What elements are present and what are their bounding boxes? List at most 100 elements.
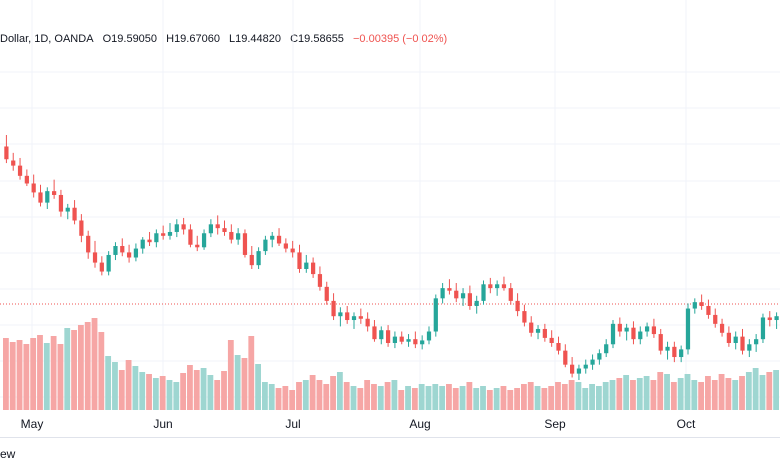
candle-body <box>79 220 84 236</box>
volume-bar <box>316 380 323 410</box>
volume-bar <box>732 380 739 410</box>
candle-body <box>583 364 588 369</box>
candle-body <box>385 330 391 343</box>
volume-bar <box>759 375 766 410</box>
volume-bar <box>350 386 357 410</box>
candle-body <box>236 233 241 240</box>
candle-body <box>699 302 704 306</box>
candle-body <box>372 326 377 340</box>
candle-body <box>460 293 466 299</box>
high-value: 19.67060 <box>174 33 220 45</box>
legend: Dollar, 1D, OANDA O19.59050 H19.67060 L1… <box>0 33 453 45</box>
volume-bar <box>139 372 146 410</box>
volume-bar <box>30 338 37 410</box>
candle-body <box>351 316 357 321</box>
volume-bar <box>241 358 248 410</box>
volume-bar <box>684 374 691 410</box>
candle-body <box>290 248 295 253</box>
candle-body <box>774 316 779 321</box>
symbol-label[interactable]: Dollar, 1D, OANDA <box>0 33 94 45</box>
volume-bar <box>439 386 446 410</box>
candle-body <box>747 344 752 351</box>
candle-body <box>672 346 677 358</box>
volume-bar <box>289 390 296 410</box>
candle-body <box>174 224 179 232</box>
volume-bar <box>262 382 268 410</box>
volume-bar <box>486 390 493 410</box>
candle-body <box>679 349 684 358</box>
candle-body <box>167 231 173 236</box>
candle-body <box>651 326 657 335</box>
candle-body <box>120 246 125 253</box>
x-tick-label: Oct <box>677 417 696 431</box>
volume-bar <box>521 384 527 410</box>
candle-body <box>644 326 650 332</box>
candle-body <box>685 308 691 350</box>
volume-bar <box>180 373 187 410</box>
candle-body <box>617 323 622 332</box>
volume-bar <box>227 340 234 410</box>
footer-text[interactable]: ew <box>0 447 16 461</box>
candle-body <box>297 252 302 269</box>
volume-bar <box>214 380 221 410</box>
volume-bar <box>159 376 166 410</box>
candle-body <box>767 317 772 321</box>
candle-body <box>495 284 500 289</box>
volume-bar <box>84 322 91 410</box>
candle-body <box>242 233 248 255</box>
candle-body <box>86 235 91 253</box>
candle-body <box>45 191 50 203</box>
volume-bar <box>43 343 50 410</box>
volume-bar <box>296 382 302 410</box>
volume-bar <box>773 370 779 410</box>
candle-body <box>263 239 268 252</box>
volume-bar <box>691 380 698 410</box>
candle-body <box>556 342 561 351</box>
candle-body <box>358 316 363 319</box>
candle-body <box>713 314 718 324</box>
candle-body <box>474 300 479 306</box>
volume-bar <box>718 374 725 410</box>
volume-bar <box>173 382 180 410</box>
volume-bar <box>302 380 309 410</box>
candle-body <box>726 332 731 343</box>
volume-bar <box>418 384 425 410</box>
volume-bar <box>725 378 732 410</box>
candle-body <box>631 327 636 340</box>
volume-bar <box>193 370 200 410</box>
volume-bar <box>50 336 57 410</box>
volume-bar <box>739 376 745 410</box>
candle-body <box>317 274 323 287</box>
candle-body <box>624 327 629 332</box>
volume-bar <box>268 384 275 410</box>
price-chart[interactable]: May Jun Jul Aug Sep Oct <box>0 0 780 437</box>
candle-body <box>311 262 316 275</box>
candle-body <box>754 339 759 345</box>
candle-body <box>406 339 411 342</box>
x-tick-label: Jul <box>285 417 300 431</box>
candle-body <box>365 318 370 327</box>
candle-body <box>106 254 111 272</box>
volume-bar <box>221 371 227 410</box>
volume-bar <box>541 388 548 410</box>
volume-bar <box>705 376 711 410</box>
volume-bar <box>71 330 77 410</box>
candle-body <box>229 231 234 240</box>
candle-body <box>147 239 152 243</box>
candle-body <box>570 364 575 374</box>
volume-bar <box>548 386 555 410</box>
volume-bar <box>589 384 595 410</box>
volume-bar <box>343 382 350 410</box>
candle-body <box>331 300 336 317</box>
candle-body <box>181 224 186 230</box>
volume-bar <box>384 382 391 410</box>
candle-body <box>665 346 670 351</box>
candle-body <box>270 235 275 240</box>
volume-bar <box>371 384 377 410</box>
candle-body <box>433 298 438 332</box>
candle-body <box>65 207 70 212</box>
volume-bar <box>452 388 459 410</box>
volume-bar <box>425 386 432 410</box>
candle-body <box>140 239 145 249</box>
candle-body <box>283 243 288 249</box>
